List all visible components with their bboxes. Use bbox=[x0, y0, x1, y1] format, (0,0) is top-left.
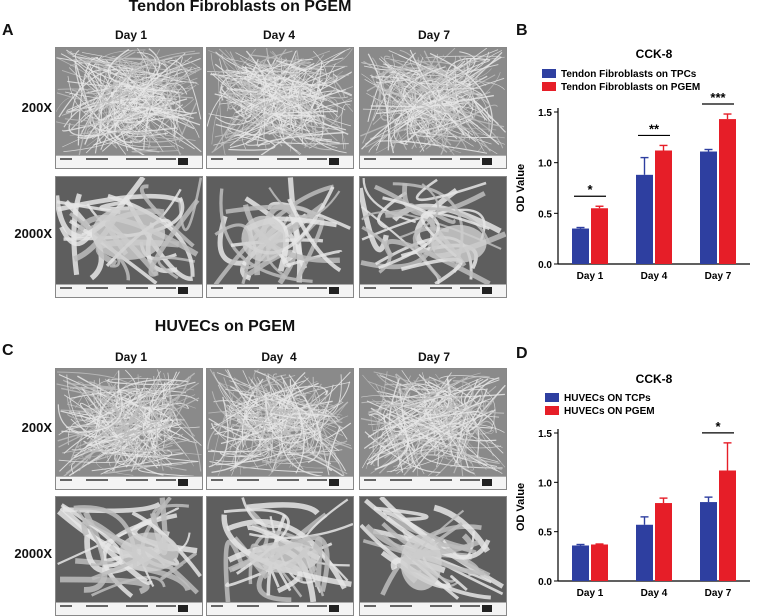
bar-tcp-0 bbox=[572, 545, 589, 581]
x-tick-label: Day 1 bbox=[577, 588, 604, 599]
panel-c-letter: C bbox=[2, 342, 14, 359]
sem-image-c-200x-day1 bbox=[55, 368, 203, 490]
panel-a-row-2000x: 2000X bbox=[14, 226, 52, 241]
sem-info-bar bbox=[56, 155, 202, 168]
legend-label: Tendon Fibroblasts on PGEM bbox=[561, 82, 700, 93]
bar-pgem-2 bbox=[719, 470, 736, 581]
bar-pgem-1 bbox=[655, 503, 672, 581]
sem-info-bar bbox=[207, 476, 353, 489]
significance-marker: ** bbox=[649, 121, 660, 136]
sem-info-bar bbox=[56, 476, 202, 489]
bar-tcp-2 bbox=[700, 502, 717, 581]
sem-image-a-2000x-day4 bbox=[206, 176, 354, 298]
sem-info-bar bbox=[360, 155, 506, 168]
y-axis-label: OD Value bbox=[515, 164, 527, 212]
sem-info-bar bbox=[207, 155, 353, 168]
panel-c-row-200x: 200X bbox=[21, 420, 52, 435]
sem-image-a-200x-day1 bbox=[55, 47, 203, 169]
y-tick-label: 0.5 bbox=[538, 528, 552, 539]
bar-tcp-2 bbox=[700, 151, 717, 264]
chart-b-cck8: CCK-8 OD Value 0.0 0.5 1.0 1.5 Day 1 * Day 4 ** Da… bbox=[515, 47, 750, 282]
legend-label: HUVECs ON TCPs bbox=[564, 393, 651, 404]
significance-marker: *** bbox=[710, 90, 726, 105]
sem-image-c-200x-day4 bbox=[206, 368, 354, 490]
sem-image-a-2000x-day7 bbox=[359, 176, 507, 298]
panel-c-row-2000x: 2000X bbox=[14, 546, 52, 561]
panel-d-letter: D bbox=[516, 345, 528, 362]
bar-tcp-0 bbox=[572, 228, 589, 264]
sem-info-bar bbox=[360, 284, 506, 297]
sem-image-c-2000x-day1 bbox=[55, 496, 203, 616]
significance-marker: * bbox=[715, 419, 721, 434]
y-tick-label: 0.0 bbox=[538, 577, 552, 588]
x-tick-label: Day 7 bbox=[705, 588, 732, 599]
sem-info-bar bbox=[360, 602, 506, 615]
bar-tcp-1 bbox=[636, 524, 653, 581]
sem-image-a-2000x-day1 bbox=[55, 176, 203, 298]
panel-c-col-day4: Day 4 bbox=[261, 350, 297, 364]
y-tick-label: 0.5 bbox=[538, 209, 552, 220]
chart-title: CCK-8 bbox=[636, 372, 673, 386]
sem-image-c-200x-day7 bbox=[359, 368, 507, 490]
sem-image-a-200x-day7 bbox=[359, 47, 507, 169]
significance-marker: * bbox=[587, 182, 593, 197]
bar-pgem-1 bbox=[655, 150, 672, 264]
panel-a-row-200x: 200X bbox=[21, 100, 52, 115]
panel-a-letter: A bbox=[2, 22, 14, 39]
legend-swatch bbox=[545, 393, 559, 402]
sem-image-c-2000x-day7 bbox=[359, 496, 507, 616]
bar-pgem-0 bbox=[591, 544, 608, 581]
y-axis-label: OD Value bbox=[515, 483, 527, 531]
panel-c-col-day7: Day 7 bbox=[417, 350, 451, 364]
sem-info-bar bbox=[207, 284, 353, 297]
chart-d-cck8: CCK-8 OD Value 0.0 0.5 1.0 1.5 Day 1 Day 4 Day 7… bbox=[515, 372, 750, 599]
y-tick-label: 1.0 bbox=[538, 478, 552, 489]
y-tick-label: 0.0 bbox=[538, 260, 552, 271]
panel-c-title: HUVECs on PGEM bbox=[154, 318, 296, 335]
y-tick-label: 1.5 bbox=[538, 108, 552, 119]
panel-a-col-day4: Day 4 bbox=[262, 28, 296, 42]
legend-label: HUVECs ON PGEM bbox=[564, 406, 655, 417]
panel-a-title: Tendon Fibroblasts on PGEM bbox=[128, 0, 352, 15]
legend-swatch bbox=[542, 82, 556, 91]
x-tick-label: Day 7 bbox=[705, 271, 732, 282]
chart-title: CCK-8 bbox=[636, 47, 673, 61]
legend-swatch bbox=[545, 406, 559, 415]
panel-c-col-day1: Day 1 bbox=[114, 350, 148, 364]
y-tick-label: 1.0 bbox=[538, 159, 552, 170]
sem-info-bar bbox=[207, 602, 353, 615]
bar-tcp-1 bbox=[636, 174, 653, 264]
sem-info-bar bbox=[56, 284, 202, 297]
panel-a-col-day7: Day 7 bbox=[417, 28, 451, 42]
y-tick-label: 1.5 bbox=[538, 429, 552, 440]
sem-image-a-200x-day4 bbox=[206, 47, 354, 169]
sem-info-bar bbox=[56, 602, 202, 615]
panel-a-col-day1: Day 1 bbox=[114, 28, 148, 42]
sem-info-bar bbox=[360, 476, 506, 489]
sem-image-c-2000x-day4 bbox=[206, 496, 354, 616]
bar-pgem-0 bbox=[591, 208, 608, 264]
bar-pgem-2 bbox=[719, 119, 736, 265]
panel-b-letter: B bbox=[516, 22, 528, 39]
legend-label: Tendon Fibroblasts on TPCs bbox=[561, 69, 697, 80]
x-tick-label: Day 4 bbox=[641, 271, 668, 282]
x-tick-label: Day 1 bbox=[577, 271, 604, 282]
legend-swatch bbox=[542, 69, 556, 78]
x-tick-label: Day 4 bbox=[641, 588, 668, 599]
